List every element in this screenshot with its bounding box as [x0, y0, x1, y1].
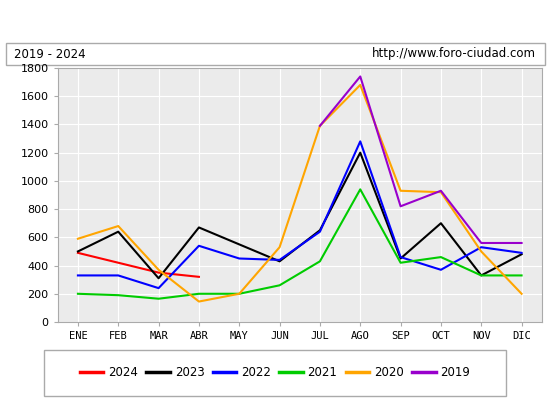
Text: http://www.foro-ciudad.com: http://www.foro-ciudad.com	[372, 48, 536, 60]
Text: 2019 - 2024: 2019 - 2024	[14, 48, 85, 60]
Text: Evolucion Nº Turistas Nacionales en el municipio de Canicosa de la Sierra: Evolucion Nº Turistas Nacionales en el m…	[10, 14, 540, 28]
Legend: 2024, 2023, 2022, 2021, 2020, 2019: 2024, 2023, 2022, 2021, 2020, 2019	[75, 362, 475, 384]
